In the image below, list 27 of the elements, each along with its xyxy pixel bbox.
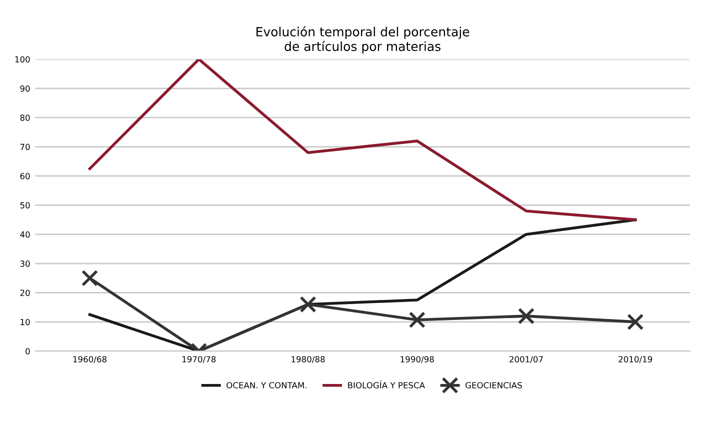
y-tick-label: 0 <box>26 348 30 354</box>
point <box>408 312 426 328</box>
y-tick-label: 50 <box>20 202 30 208</box>
y-tick-label: 30 <box>20 260 30 267</box>
y-tick-label: 40 <box>20 231 30 238</box>
x-tick-label: 1970/78 <box>182 356 216 364</box>
y-tick-label: 60 <box>20 172 30 180</box>
y-tick-label: 80 <box>20 114 30 121</box>
y-tick-label: 10 <box>20 318 30 326</box>
legend-label: GEOCIENCIAS <box>466 382 522 388</box>
y-tick-label: 70 <box>20 144 30 150</box>
legend-label: OCEAN. Y CONTAM. <box>226 382 306 388</box>
x-tick-label: 1960/68 <box>73 356 106 364</box>
x-tick-label: 1980/88 <box>292 356 325 364</box>
line-series <box>88 59 637 222</box>
point <box>518 308 535 324</box>
x-tick-label: 2001/07 <box>510 356 543 364</box>
y-tick-label: 90 <box>20 85 30 92</box>
x-tick-label: 1990/98 <box>400 356 434 364</box>
y-tick-label: 20 <box>20 290 30 296</box>
legend-label: BIOLOGÍA Y PESCA <box>348 380 425 388</box>
x-tick-label: 2010/19 <box>618 356 652 364</box>
point <box>81 270 98 286</box>
chart-title: Evolución temporal del porcentaje de artículos por materias <box>256 26 470 54</box>
y-tick-label: 100 <box>15 56 30 63</box>
point <box>627 314 644 330</box>
point <box>300 296 316 313</box>
